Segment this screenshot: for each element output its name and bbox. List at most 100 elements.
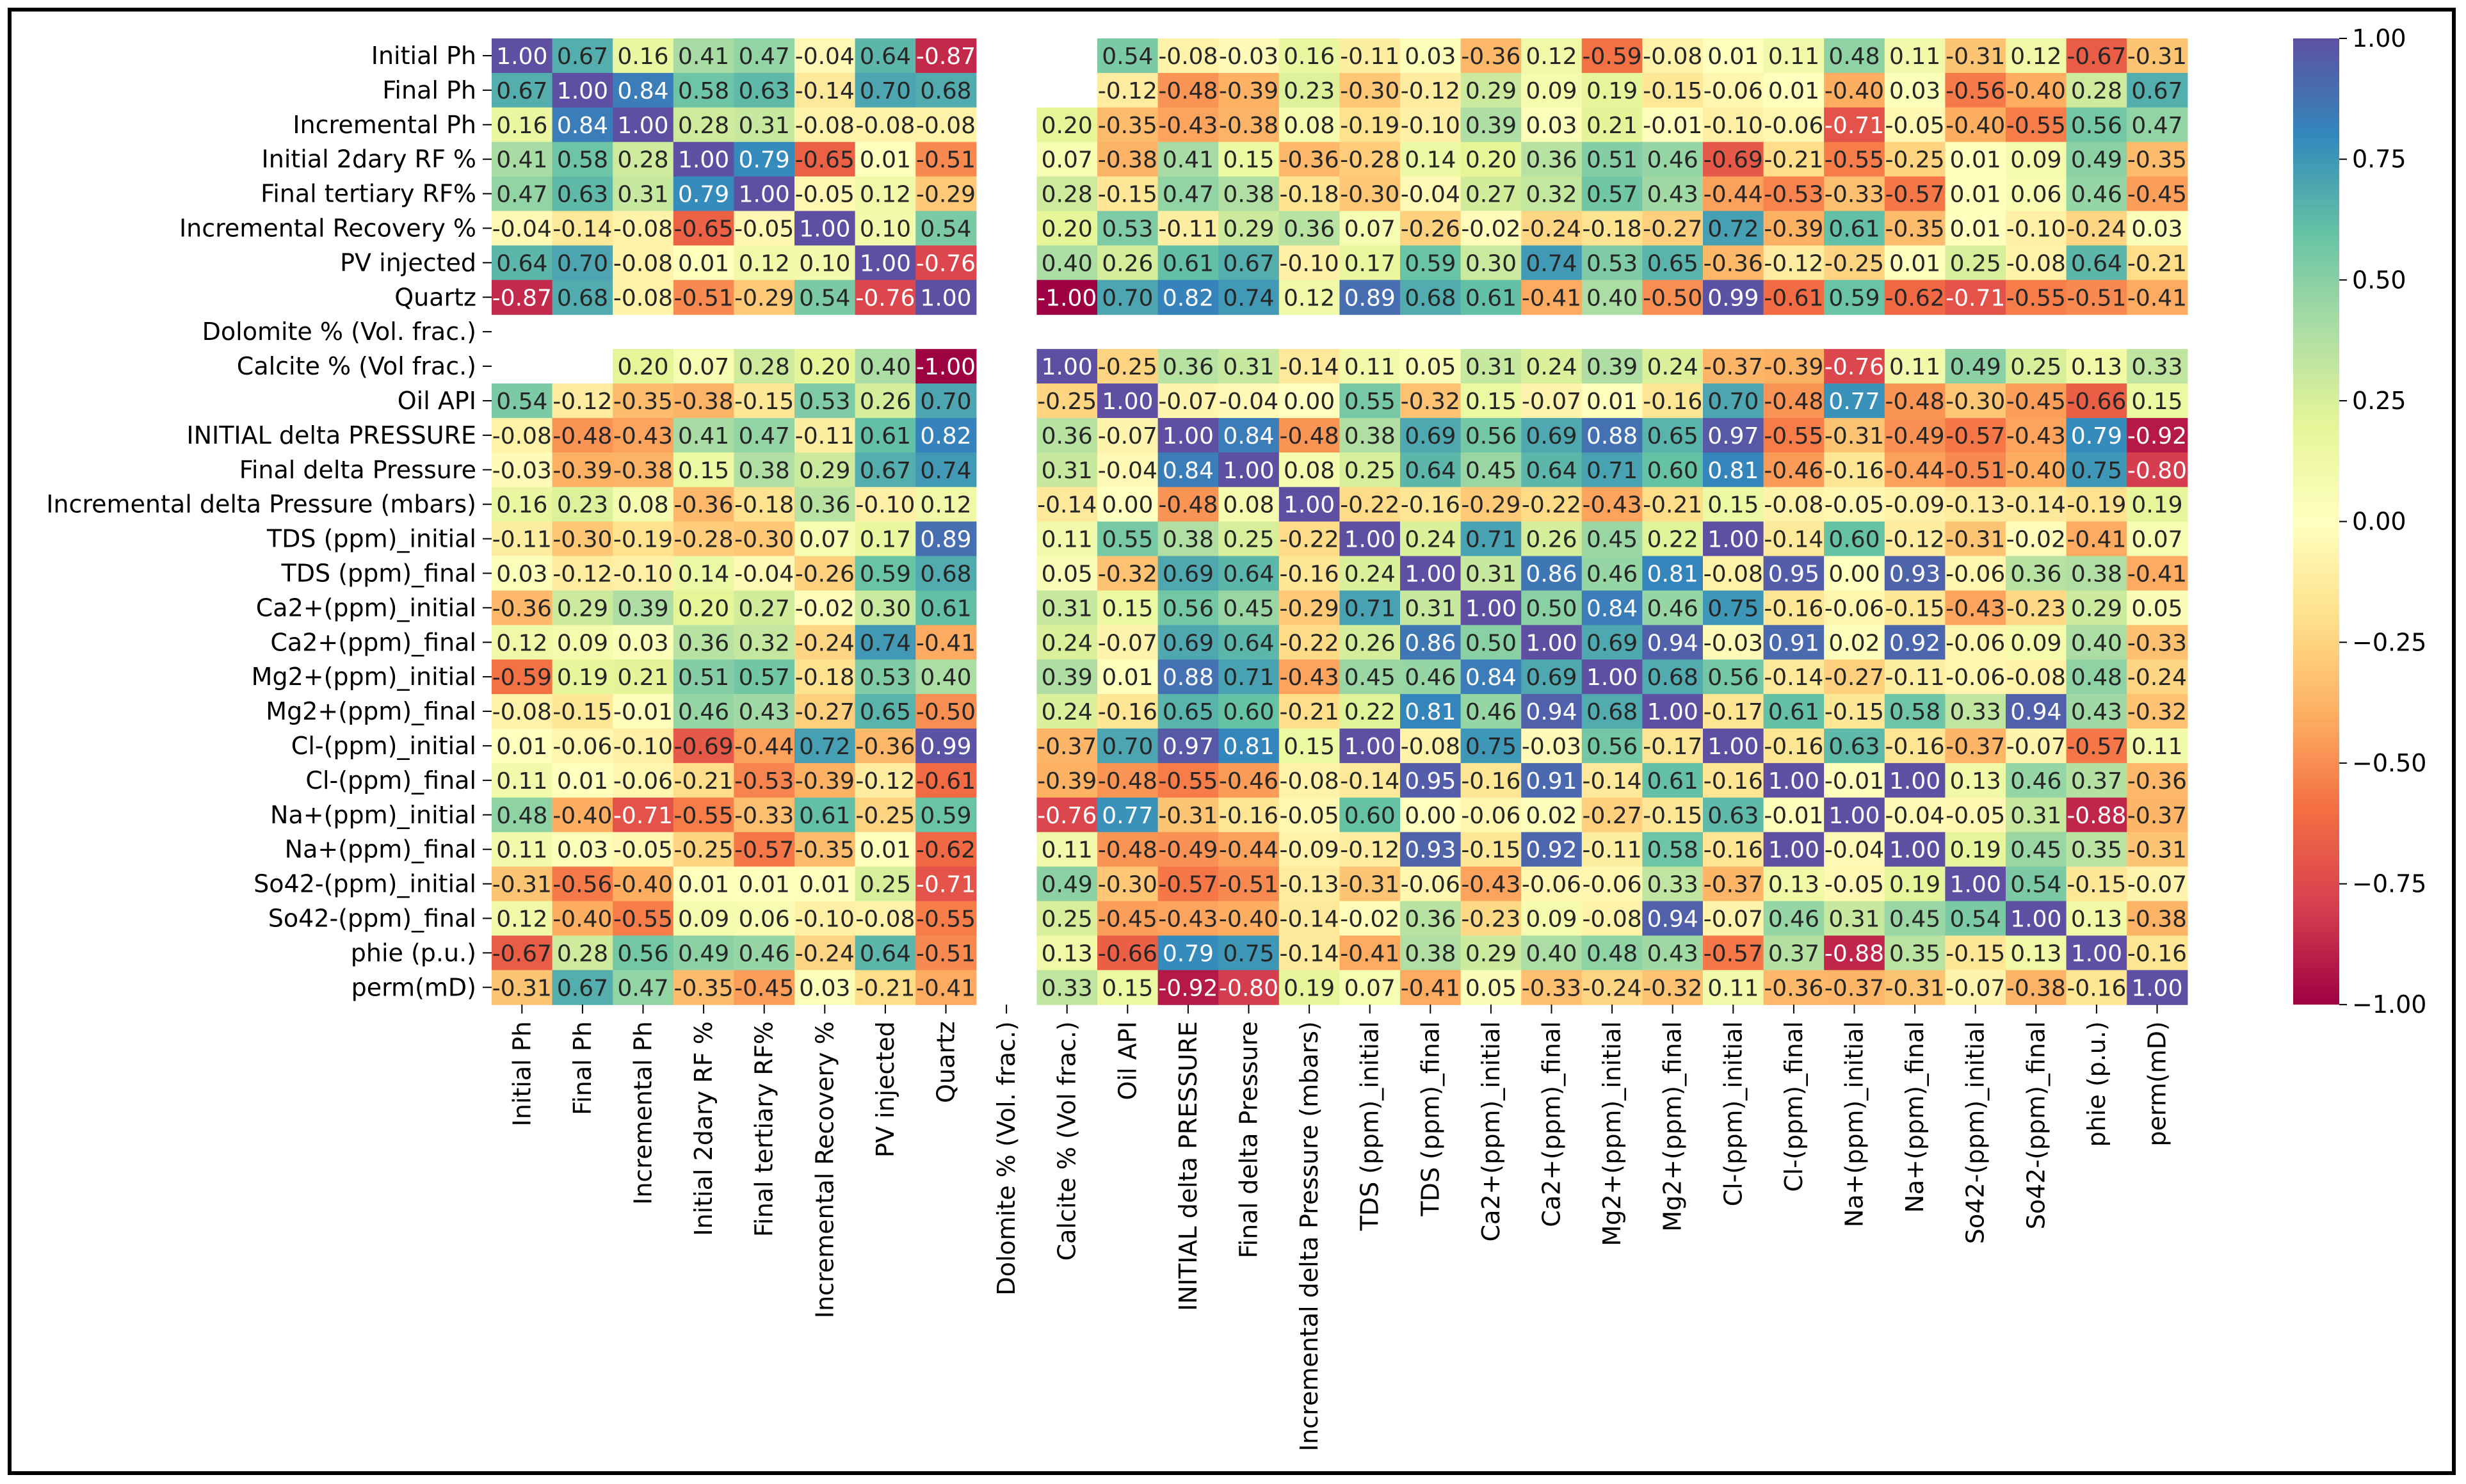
heatmap-cell [1824, 452, 1885, 488]
heatmap-cell [1339, 383, 1401, 419]
x-tick-label: Dolomite % (Vol. frac.) [992, 1021, 1020, 1295]
cell-value-label: -0.59 [1583, 44, 1642, 70]
heatmap-cell [1824, 521, 1885, 557]
cell-value-label: -0.08 [1158, 44, 1218, 70]
cell-value-label: -0.32 [2127, 699, 2187, 725]
cell-value-label: 0.81 [1223, 734, 1274, 760]
heatmap-cell [552, 417, 613, 453]
cell-value-label: -0.05 [1885, 113, 1945, 139]
cell-value-label: 0.94 [1647, 630, 1698, 656]
cell-value-label: 1.00 [1102, 389, 1153, 415]
cell-value-label: -0.40 [613, 872, 673, 898]
cell-value-label: 0.09 [557, 630, 608, 656]
cell-value-label: 0.13 [2071, 354, 2122, 380]
heatmap-cell [1703, 72, 1764, 108]
heatmap-cell [492, 556, 553, 591]
cell-value-label: 0.45 [1344, 665, 1396, 691]
cell-value-label: -0.43 [1583, 492, 1642, 519]
cell-value-label: 0.79 [678, 182, 729, 208]
cell-value-label: 0.63 [739, 78, 790, 104]
heatmap-cell [1581, 280, 1643, 315]
cell-value-label: 0.10 [860, 216, 911, 242]
cell-value-label: -0.16 [1704, 768, 1763, 794]
heatmap-cell [794, 245, 856, 280]
cell-value-label: 0.70 [1707, 389, 1759, 415]
heatmap-cell [2066, 72, 2127, 108]
cell-value-label: 0.58 [1647, 837, 1698, 864]
heatmap-cell [1642, 107, 1704, 143]
heatmap-cell [1036, 452, 1098, 488]
cell-value-label: -0.03 [1522, 734, 1581, 760]
cell-value-label: -0.16 [1885, 734, 1945, 760]
cell-value-label: 0.59 [1405, 250, 1456, 277]
heatmap-cell [1642, 487, 1704, 522]
heatmap-cell [1278, 38, 1340, 74]
cell-value-label: 0.47 [496, 182, 547, 208]
cell-value-label: 0.61 [1163, 250, 1214, 277]
heatmap-cell [1824, 625, 1885, 660]
colorbar: 1.00 0.75 0.50 0.25 0.00 −0.25 −0.50 −0.75 −1.00 [2293, 24, 2426, 1019]
cell-value-label: -0.13 [1946, 492, 2005, 519]
cell-value-label: 0.86 [1526, 561, 1577, 587]
cell-value-label: 0.08 [617, 492, 668, 519]
cell-value-label: -0.55 [1764, 423, 1823, 449]
heatmap-cell [1278, 211, 1340, 246]
cell-value-label: -0.76 [916, 250, 976, 277]
cell-value-label: -0.37 [2127, 803, 2187, 829]
cell-value-label: -0.55 [2006, 285, 2066, 311]
cell-value-label: -0.14 [1280, 354, 1339, 380]
heatmap-cell [1278, 72, 1340, 108]
cell-value-label: -0.06 [1946, 561, 2005, 587]
cell-value-label: 0.69 [1526, 423, 1577, 449]
cell-value-label: 0.12 [1526, 44, 1577, 70]
heatmap-cell [1642, 245, 1704, 280]
heatmap-cell [1521, 141, 1583, 177]
heatmap-cell [1945, 211, 2006, 246]
cell-value-label: -0.15 [1825, 699, 1884, 725]
cell-value-label: 0.39 [1042, 665, 1093, 691]
heatmap-cell [613, 38, 674, 74]
cell-value-label: 1.00 [617, 113, 668, 139]
heatmap-cell [1460, 487, 1522, 522]
heatmap-cell [915, 383, 977, 419]
cell-value-label: -0.38 [2006, 975, 2066, 1001]
heatmap-cell [2127, 452, 2188, 488]
cell-value-label: 0.15 [1707, 492, 1759, 519]
cell-value-label: -0.06 [1461, 803, 1520, 829]
heatmap-cell [613, 625, 674, 660]
cell-value-label: -0.30 [1340, 78, 1399, 104]
cell-value-label: -0.43 [1158, 113, 1218, 139]
cell-value-label: -0.31 [2127, 837, 2187, 864]
heatmap-cell [794, 211, 856, 246]
y-tick-label: Final delta Pressure [239, 456, 476, 484]
heatmap-cell [734, 141, 795, 177]
cell-value-label: -0.88 [1825, 940, 1884, 967]
heatmap-cell [915, 349, 977, 384]
x-tick-label: Incremental Recovery % [810, 1021, 839, 1318]
cell-value-label: -0.08 [795, 113, 855, 139]
heatmap-cell [2066, 590, 2127, 625]
cell-value-label: -0.05 [734, 216, 794, 242]
cell-value-label: -0.67 [492, 940, 552, 967]
cell-value-label: -0.65 [795, 147, 855, 173]
cell-value-label: 0.51 [1586, 147, 1638, 173]
heatmap-cell [552, 211, 613, 246]
cell-value-label: 0.56 [1465, 423, 1517, 449]
heatmap-cell [1642, 211, 1704, 246]
cell-value-label: 0.74 [920, 458, 971, 484]
cell-value-label: 0.54 [1102, 44, 1153, 70]
heatmap-cell [613, 417, 674, 453]
x-tick-label: Cl-(ppm)_final [1780, 1021, 1808, 1192]
heatmap-cell [2127, 107, 2188, 143]
heatmap-cell [2127, 590, 2188, 625]
cell-value-label: 0.24 [1405, 527, 1456, 553]
heatmap-cell [1581, 625, 1643, 660]
heatmap-cell [1824, 211, 1885, 246]
cell-value-label: -0.06 [1946, 665, 2005, 691]
cell-value-label: 0.39 [617, 595, 668, 622]
cell-value-label: 0.48 [496, 803, 547, 829]
heatmap-cell [1400, 625, 1462, 660]
heatmap-cell [1036, 383, 1098, 419]
cell-value-label: -0.08 [492, 423, 552, 449]
heatmap-cell [1036, 141, 1098, 177]
